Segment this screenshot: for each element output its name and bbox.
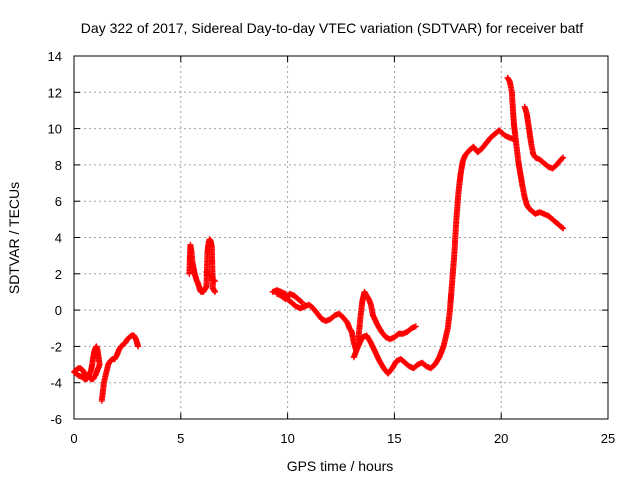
series-markers [521,103,567,172]
series-markers [203,269,218,285]
series-markers [273,290,306,306]
series-early-a [71,343,103,383]
y-tick-label: 6 [55,194,62,209]
series-markers [98,332,142,404]
x-tick-label: 5 [177,431,184,446]
axis-ticks [73,55,609,420]
series-late-b [504,74,567,232]
series-mid-d [273,290,306,306]
y-tick-label: 10 [48,122,62,137]
series-mid-c [269,287,355,335]
series-markers [440,127,517,350]
series-early-b [98,332,142,404]
chart-title: Day 322 of 2017, Sidereal Day-to-day VTE… [81,20,584,36]
y-tick-label: 8 [55,158,62,173]
y-tick-label: 2 [55,267,62,282]
x-tick-label: 15 [387,431,401,446]
series-mid-f [350,332,447,377]
y-tick-label: 14 [48,49,62,64]
x-tick-label: 10 [280,431,294,446]
y-tick-label: -4 [50,376,62,391]
x-tick-label: 25 [601,431,615,446]
y-tick-label: -6 [50,412,62,427]
x-tick-label: 0 [70,431,77,446]
y-tick-label: -2 [50,339,62,354]
x-axis-label: GPS time / hours [287,458,394,474]
series-markers [350,332,447,377]
data-series [71,74,567,404]
series-mid-b [203,269,218,285]
y-axis-label: SDTVAR / TECUs [6,182,22,294]
series-late-a [440,127,517,350]
series-late-c [521,103,567,172]
series-markers [504,74,567,232]
series-markers [71,343,103,383]
tick-labels: 0 5 10 15 20 25 -6 -4 -2 0 2 4 6 8 10 12 14 [48,49,616,446]
y-tick-label: 0 [55,303,62,318]
grid-lines [74,56,608,419]
x-tick-label: 20 [494,431,508,446]
y-tick-label: 12 [48,85,62,100]
series-markers [269,287,355,335]
y-tick-label: 4 [55,231,62,246]
